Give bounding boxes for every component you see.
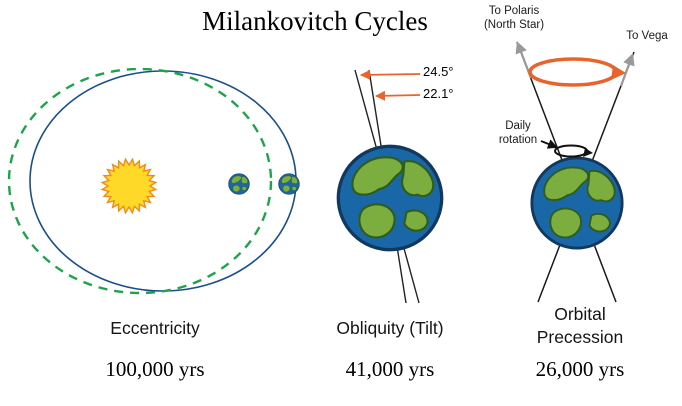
obliquity-period: 41,000 yrs [345,357,435,381]
eccentricity-period: 100,000 yrs [105,357,205,381]
daily-rotation-label-line1: Daily [505,120,531,132]
precession-ring [528,57,618,87]
page-title: Milankovitch Cycles [202,6,428,36]
eccentricity-panel [7,67,300,295]
vega-arrow [619,53,635,87]
daily-rotation-loop [554,144,588,158]
angle-arrow-221 [375,90,421,101]
precession-ring-arrowhead [611,65,626,80]
obliquity-panel [336,69,444,304]
earth-icon [336,144,444,252]
orbit-ellipse-dashed [7,67,273,295]
earth-icon [228,173,250,195]
daily-rotation-label: Daily rotation [492,120,544,147]
angle-245-label: 24.5° [423,64,454,79]
daily-rotation-arrowhead [583,148,593,157]
polaris-label-line2: (North Star) [483,18,545,31]
precession-period: 26,000 yrs [535,357,625,381]
precession-panel [515,41,635,303]
obliquity-label: Obliquity (Tilt) [336,318,444,338]
eccentricity-label: Eccentricity [110,318,200,338]
precession-label-line2: Precession [536,327,624,347]
vega-label: To Vega [626,30,668,42]
polaris-label-line1: To Polaris [488,5,540,17]
sun-icon [100,157,158,215]
orbit-ellipse-solid [29,70,297,292]
daily-rotation-label-line2: rotation [498,133,538,146]
precession-label-line1: Orbital [554,304,606,324]
angle-221-label: 22.1° [423,86,454,101]
daily-rotation-pointer [540,139,558,149]
polaris-label: To Polaris (North Star) [470,5,558,32]
precession-label: Orbital Precession [490,303,670,349]
earth-icon [278,173,300,195]
angle-arrow-245 [360,69,421,80]
earth-icon [530,156,624,250]
